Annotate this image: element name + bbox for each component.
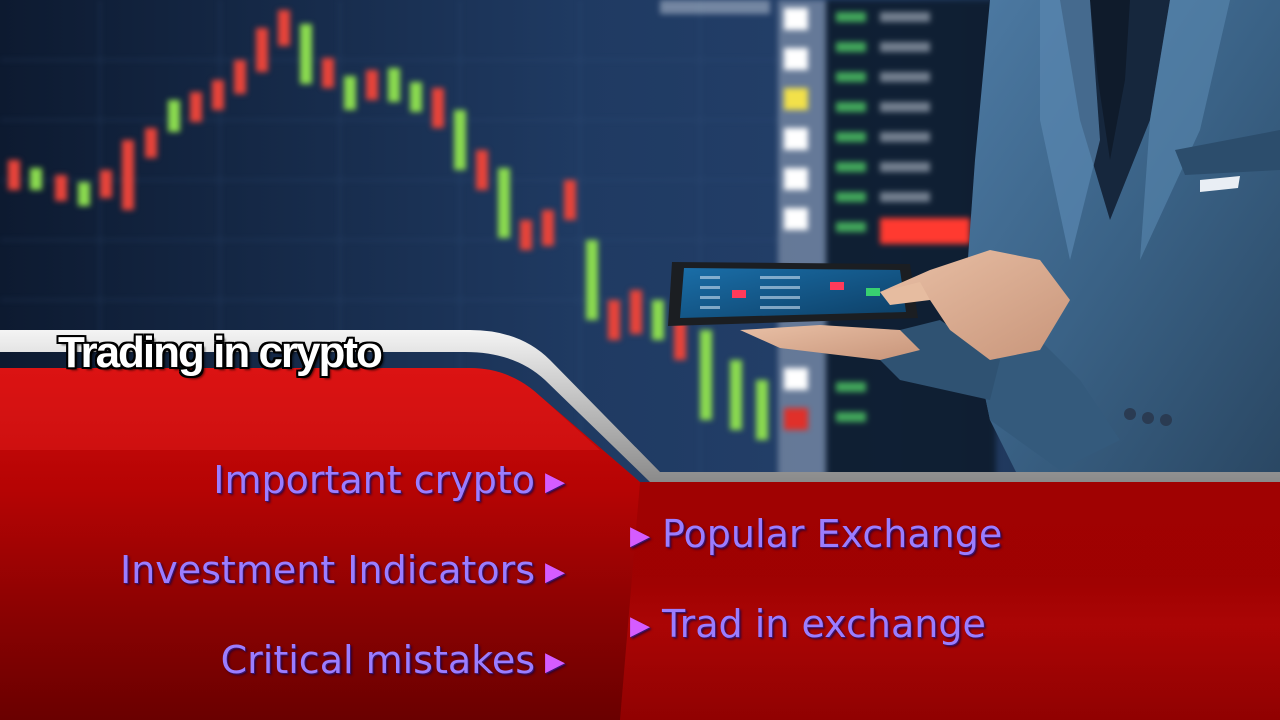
candlestick-chart-icon	[0, 0, 970, 480]
topic-label: Critical mistakes	[220, 638, 535, 682]
topic-popular-exchange: ▶ Popular Exchange	[630, 512, 1002, 558]
play-arrow-icon: ▶	[630, 611, 650, 641]
topic-investment-indicators: Investment Indicators ▶	[120, 548, 565, 594]
tablet-icon	[668, 262, 918, 326]
topic-label: Investment Indicators	[119, 548, 535, 592]
play-arrow-icon: ▶	[545, 647, 565, 677]
play-arrow-icon: ▶	[630, 521, 650, 551]
businessman-icon	[668, 0, 1280, 480]
play-arrow-icon: ▶	[545, 467, 565, 497]
topic-label: Important crypto	[213, 458, 535, 502]
topic-label: Popular Exchange	[662, 512, 1003, 556]
play-arrow-icon: ▶	[545, 557, 565, 587]
topic-trad-in-exchange: ▶ Trad in exchange	[630, 602, 986, 648]
topic-label: Trad in exchange	[662, 602, 986, 646]
slide-title: Trading in crypto	[58, 328, 383, 377]
topic-important-crypto: Important crypto ▶	[213, 458, 565, 504]
topic-critical-mistakes: Critical mistakes ▶	[221, 638, 565, 684]
